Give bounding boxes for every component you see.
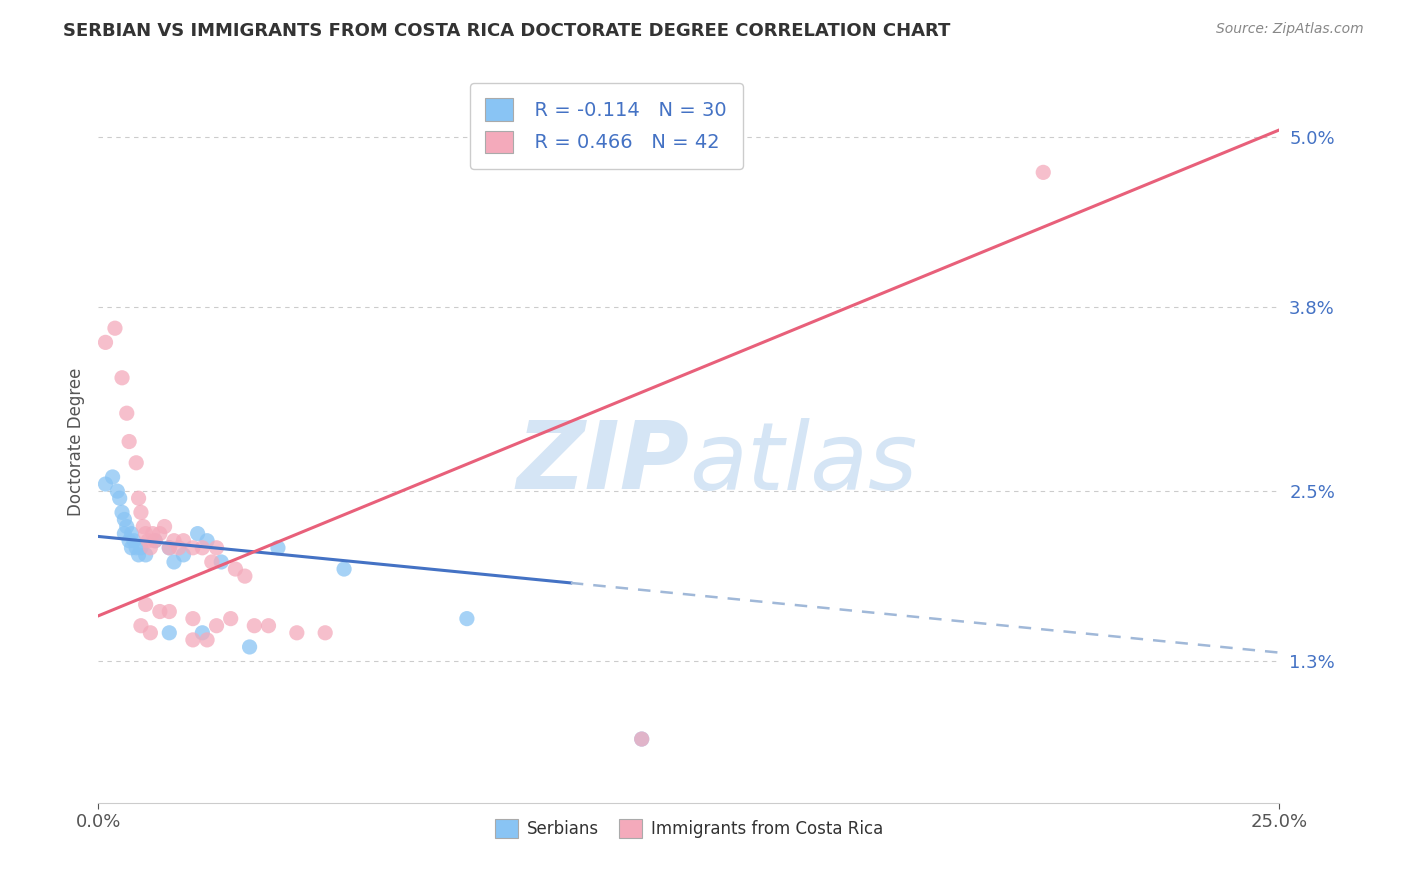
Point <box>209 555 232 569</box>
Point <box>132 519 155 533</box>
Point <box>118 434 141 449</box>
Point <box>163 533 186 548</box>
Point <box>139 625 162 640</box>
Point <box>257 618 280 632</box>
Point <box>157 541 180 555</box>
Point <box>314 625 336 640</box>
Point <box>149 526 172 541</box>
Point <box>1032 165 1054 179</box>
Point <box>105 484 128 499</box>
Point <box>129 505 152 519</box>
Point <box>129 541 152 555</box>
Point <box>285 625 308 640</box>
Point <box>121 526 143 541</box>
Point <box>94 335 117 350</box>
Point <box>191 625 214 640</box>
Point <box>163 555 186 569</box>
Point <box>224 562 246 576</box>
Text: atlas: atlas <box>689 417 917 508</box>
Point <box>172 548 194 562</box>
Text: ZIP: ZIP <box>516 417 689 509</box>
Point <box>115 519 138 533</box>
Point <box>129 618 152 632</box>
Point <box>157 625 180 640</box>
Point <box>115 406 138 420</box>
Point <box>128 491 150 506</box>
Point <box>143 533 166 548</box>
Point <box>121 541 143 555</box>
Point <box>181 612 204 626</box>
Point <box>181 541 204 555</box>
Point <box>172 533 194 548</box>
Point <box>143 533 166 548</box>
Y-axis label: Doctorate Degree: Doctorate Degree <box>66 368 84 516</box>
Point <box>191 541 214 555</box>
Point <box>195 533 218 548</box>
Point <box>167 541 190 555</box>
Point <box>111 505 134 519</box>
Point <box>125 456 148 470</box>
Point <box>267 541 290 555</box>
Point <box>205 618 228 632</box>
Point <box>136 533 159 548</box>
Point <box>104 321 127 335</box>
Point <box>101 470 124 484</box>
Text: SERBIAN VS IMMIGRANTS FROM COSTA RICA DOCTORATE DEGREE CORRELATION CHART: SERBIAN VS IMMIGRANTS FROM COSTA RICA DO… <box>63 22 950 40</box>
Point <box>111 371 134 385</box>
Point <box>94 477 117 491</box>
Point <box>181 632 204 647</box>
Point <box>108 491 131 506</box>
Point <box>135 598 157 612</box>
Point <box>135 526 157 541</box>
Point <box>187 526 209 541</box>
Point <box>122 533 145 548</box>
Point <box>205 541 228 555</box>
Text: Source: ZipAtlas.com: Source: ZipAtlas.com <box>1216 22 1364 37</box>
Point <box>233 569 256 583</box>
Point <box>128 548 150 562</box>
Point <box>112 526 135 541</box>
Point <box>135 548 157 562</box>
Point <box>125 541 148 555</box>
Point <box>630 732 652 747</box>
Point <box>219 612 242 626</box>
Point <box>112 512 135 526</box>
Point <box>239 640 262 654</box>
Point <box>157 541 180 555</box>
Legend: Serbians, Immigrants from Costa Rica: Serbians, Immigrants from Costa Rica <box>488 813 890 845</box>
Point <box>201 555 224 569</box>
Point <box>456 612 478 626</box>
Point <box>139 541 162 555</box>
Point <box>118 533 141 548</box>
Point <box>142 526 165 541</box>
Point <box>333 562 356 576</box>
Point <box>195 632 218 647</box>
Point <box>157 605 180 619</box>
Point <box>149 605 172 619</box>
Point <box>243 618 266 632</box>
Point <box>630 732 652 747</box>
Point <box>153 519 176 533</box>
